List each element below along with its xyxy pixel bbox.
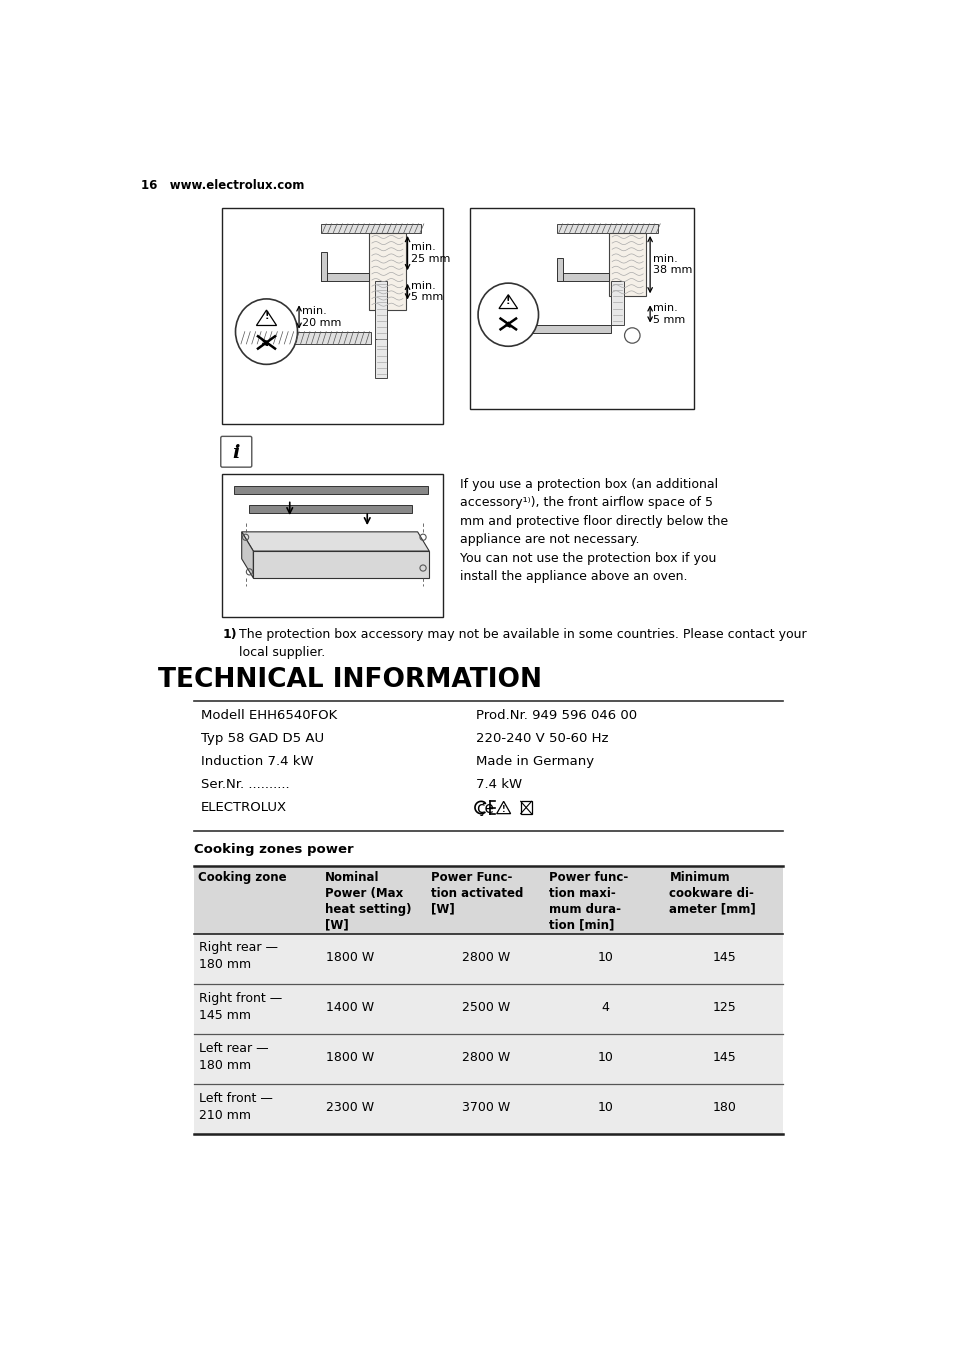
- Text: 7.4 kW: 7.4 kW: [476, 779, 521, 791]
- Bar: [222, 475, 443, 617]
- Text: Nominal
Power (Max
heat setting)
[W]: Nominal Power (Max heat setting) [W]: [325, 871, 411, 932]
- Text: min.
25 mm: min. 25 mm: [410, 242, 450, 264]
- Text: Minimum
cookware di-
ameter [mm]: Minimum cookware di- ameter [mm]: [669, 871, 756, 915]
- Bar: [557, 258, 562, 281]
- Bar: [194, 984, 782, 1034]
- Bar: [369, 233, 406, 310]
- Text: min.
5 mm: min. 5 mm: [410, 281, 442, 303]
- Polygon shape: [241, 531, 429, 552]
- Text: Prod.Nr. 949 596 046 00: Prod.Nr. 949 596 046 00: [476, 708, 637, 722]
- Text: 10: 10: [597, 1101, 613, 1114]
- Text: Power func-
tion maxi-
mum dura-
tion [min]: Power func- tion maxi- mum dura- tion [m…: [548, 871, 627, 932]
- Text: Made in Germany: Made in Germany: [476, 756, 594, 768]
- Text: 10: 10: [597, 950, 613, 964]
- Polygon shape: [497, 802, 510, 814]
- Bar: [194, 867, 782, 934]
- Bar: [611, 281, 623, 326]
- Text: 125: 125: [712, 1000, 736, 1014]
- Text: Modell EHH6540FOK: Modell EHH6540FOK: [200, 708, 336, 722]
- Text: 2800 W: 2800 W: [461, 950, 510, 964]
- Bar: [520, 802, 531, 814]
- Bar: [194, 1034, 782, 1084]
- Text: !: !: [264, 311, 269, 322]
- Text: 3700 W: 3700 W: [461, 1101, 510, 1114]
- Text: Cooking zone: Cooking zone: [198, 871, 287, 884]
- Text: Power Func-
tion activated
[W]: Power Func- tion activated [W]: [431, 871, 523, 915]
- Text: Right rear —
180 mm: Right rear — 180 mm: [199, 941, 277, 972]
- Ellipse shape: [235, 299, 297, 365]
- Bar: [320, 273, 369, 281]
- Polygon shape: [241, 531, 253, 579]
- Bar: [320, 224, 421, 233]
- Bar: [491, 326, 611, 333]
- Text: 1800 W: 1800 W: [325, 950, 374, 964]
- Bar: [375, 281, 387, 346]
- Text: Left rear —
180 mm: Left rear — 180 mm: [199, 1041, 269, 1072]
- Text: 1): 1): [222, 629, 236, 641]
- Text: 180: 180: [712, 1101, 736, 1114]
- Bar: [249, 504, 412, 514]
- Text: Left front —
210 mm: Left front — 210 mm: [199, 1091, 273, 1122]
- FancyBboxPatch shape: [220, 437, 252, 468]
- Polygon shape: [256, 310, 276, 326]
- Text: Cooking zones power: Cooking zones power: [194, 842, 354, 856]
- Text: ELECTROLUX: ELECTROLUX: [200, 802, 287, 814]
- Text: 145: 145: [712, 1051, 736, 1064]
- Text: Ser.Nr. ..........: Ser.Nr. ..........: [200, 779, 289, 791]
- Text: Induction 7.4 kW: Induction 7.4 kW: [200, 756, 313, 768]
- Text: 145: 145: [712, 950, 736, 964]
- Text: If you use a protection box (an additional
accessory¹⁾), the front airflow space: If you use a protection box (an addition…: [459, 479, 727, 584]
- Text: 2300 W: 2300 W: [325, 1101, 374, 1114]
- Polygon shape: [498, 295, 517, 308]
- Polygon shape: [376, 346, 385, 353]
- Text: 10: 10: [597, 1051, 613, 1064]
- Text: 220-240 V 50-60 Hz: 220-240 V 50-60 Hz: [476, 731, 608, 745]
- Text: TECHNICAL INFORMATION: TECHNICAL INFORMATION: [158, 667, 541, 692]
- Bar: [239, 331, 371, 343]
- Text: i: i: [233, 445, 240, 462]
- Text: 1800 W: 1800 W: [325, 1051, 374, 1064]
- Ellipse shape: [477, 283, 537, 346]
- Bar: [222, 208, 443, 425]
- Text: 2500 W: 2500 W: [461, 1000, 510, 1014]
- Text: 16   www.electrolux.com: 16 www.electrolux.com: [141, 180, 304, 192]
- Text: 1400 W: 1400 W: [325, 1000, 374, 1014]
- Text: çе: çе: [476, 802, 494, 817]
- Polygon shape: [253, 552, 429, 579]
- Text: !: !: [505, 296, 510, 306]
- Text: !: !: [501, 804, 505, 814]
- Bar: [375, 339, 387, 377]
- Text: min.
20 mm: min. 20 mm: [302, 306, 341, 327]
- Text: 4: 4: [600, 1000, 609, 1014]
- Bar: [194, 1084, 782, 1134]
- Text: min.
38 mm: min. 38 mm: [653, 254, 692, 276]
- Bar: [320, 251, 327, 281]
- Text: 2800 W: 2800 W: [461, 1051, 510, 1064]
- Bar: [194, 934, 782, 984]
- Bar: [469, 208, 694, 408]
- Text: min.
5 mm: min. 5 mm: [653, 303, 685, 324]
- Text: Typ 58 GAD D5 AU: Typ 58 GAD D5 AU: [200, 731, 323, 745]
- Bar: [608, 233, 645, 296]
- Text: The protection box accessory may not be available in some countries. Please cont: The protection box accessory may not be …: [239, 629, 806, 658]
- Bar: [557, 224, 658, 233]
- Bar: [233, 485, 427, 493]
- Text: Right front —
145 mm: Right front — 145 mm: [199, 991, 282, 1022]
- Bar: [557, 273, 608, 281]
